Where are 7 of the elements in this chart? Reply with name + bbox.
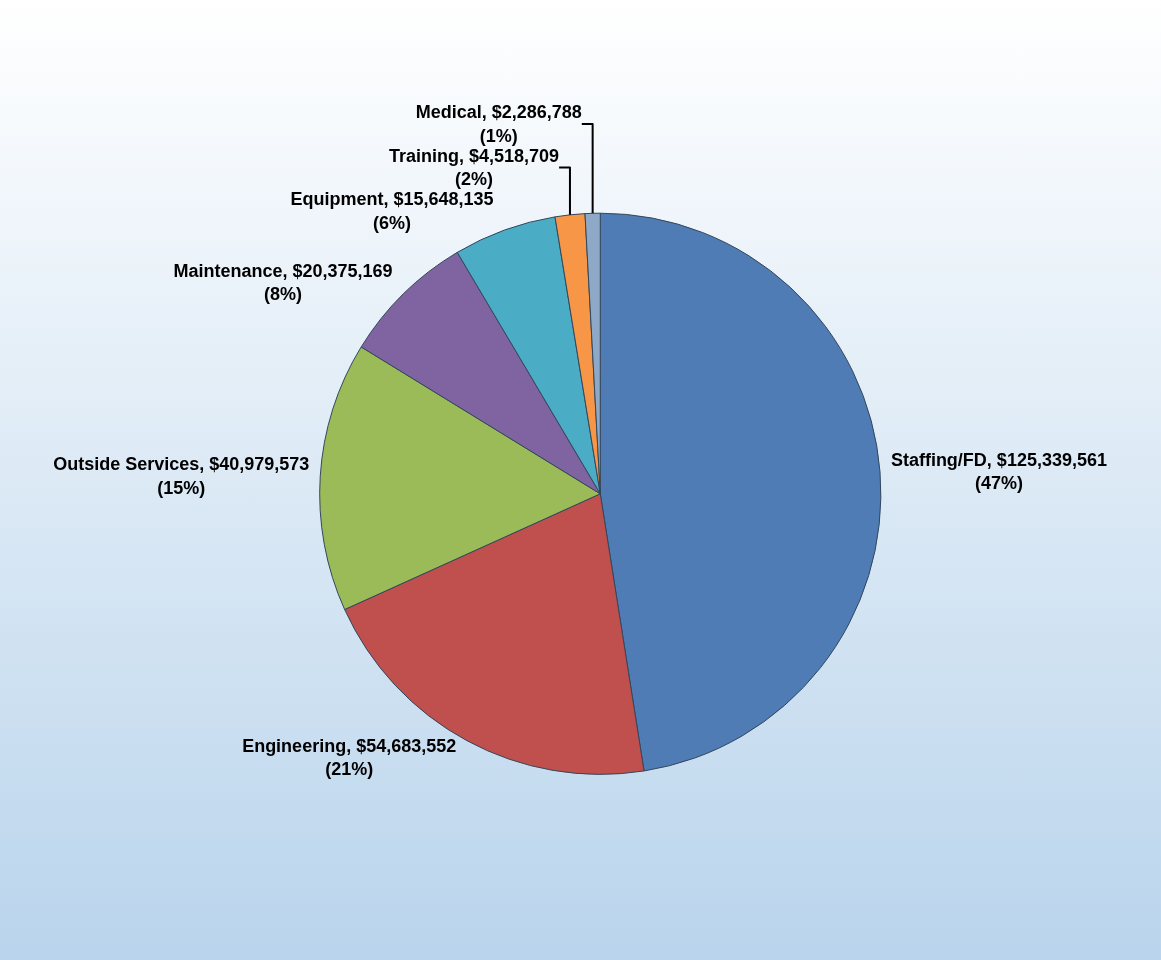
slice-label: Training, $4,518,709 (2%) — [389, 145, 560, 190]
slice-label: Staffing/FD, $125,339,561 (47%) — [890, 450, 1107, 494]
slice-label: Maintenance, $20,375,169 (8%) — [173, 261, 393, 305]
slice-label: Engineering, $54,683,552 (21%) — [242, 735, 457, 780]
slice-label: Outside Services, $40,979,573 (15%) — [53, 454, 310, 498]
slice-label: Medical, $2,286,788 (1%) — [415, 102, 582, 146]
slice-label: Equipment, $15,648,135 (6%) — [290, 189, 494, 233]
